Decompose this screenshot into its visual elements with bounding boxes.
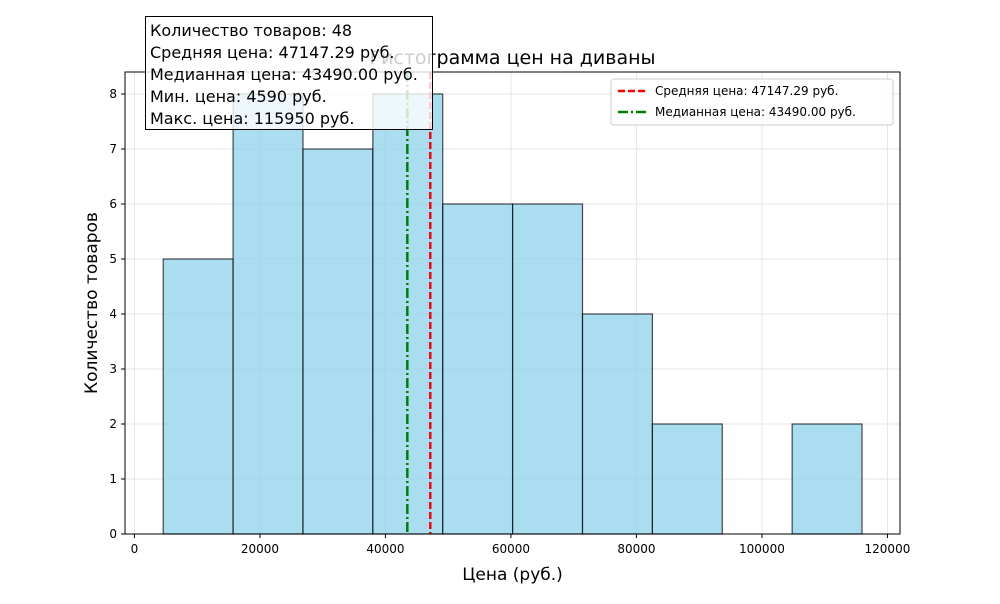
histogram-bar [512,203,584,535]
x-tick-label: 80000 [617,542,655,556]
histogram-bar [232,93,304,535]
y-tick-label: 0 [109,527,117,541]
histogram-bar [651,423,723,535]
stats-max: Макс. цена: 115950 руб. [150,109,355,128]
y-tick-label: 5 [109,252,117,266]
y-axis-label: Количество товаров [82,212,102,394]
y-tick-label: 4 [109,307,117,321]
histogram-bar [162,258,234,535]
histogram-bar [581,313,653,535]
legend [610,78,894,126]
y-tick-label: 3 [109,362,117,376]
y-tick-label: 6 [109,197,117,211]
histogram-bar [791,423,863,535]
y-tick-label: 1 [109,472,117,486]
stats-min: Мин. цена: 4590 руб. [150,87,327,106]
x-tick-label: 60000 [492,542,530,556]
x-tick-label: 0 [131,542,139,556]
y-tick-label: 2 [109,417,117,431]
stats-median: Медианная цена: 43490.00 руб. [150,65,418,84]
y-tick-label: 8 [109,87,117,101]
x-tick-label: 120000 [865,542,911,556]
legend-median-label: Медианная цена: 43490.00 руб. [655,105,856,119]
histogram-bar [442,203,514,535]
histogram-bar [302,148,374,535]
chart-title: Гистограмма цен на диваны [369,47,655,69]
x-tick-label: 20000 [241,542,279,556]
legend-mean-label: Средняя цена: 47147.29 руб. [655,84,838,98]
stats-count: Количество товаров: 48 [150,21,353,40]
y-tick-label: 7 [109,142,117,156]
x-tick-label: 100000 [739,542,785,556]
x-tick-label: 40000 [366,542,404,556]
stats-mean: Средняя цена: 47147.29 руб. [150,43,395,62]
stats-box: Количество товаров: 48 Средняя цена: 471… [145,16,433,130]
x-axis-label: Цена (руб.) [462,565,563,585]
plot-frame [124,71,901,535]
